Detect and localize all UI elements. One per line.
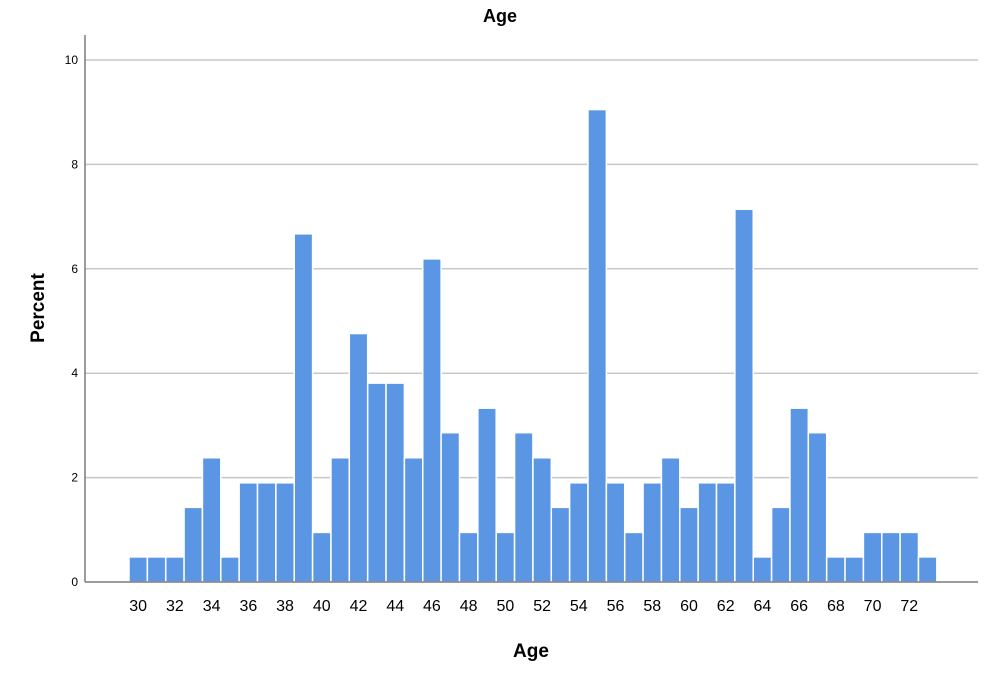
x-tick-label: 62 xyxy=(717,598,735,615)
x-tick-labels: 30 32 34 36 38 40 42 44 46 48 50 52 54 56 58 60 62 64 66 68… xyxy=(129,598,918,615)
bar-age-73 xyxy=(917,556,938,583)
x-tick-label: 52 xyxy=(533,598,551,615)
x-tick-label: 40 xyxy=(313,598,331,615)
bar-age-62 xyxy=(715,482,736,583)
bar-age-42 xyxy=(348,332,369,583)
bar-age-46 xyxy=(422,258,442,583)
x-tick-label: 60 xyxy=(680,598,698,615)
y-tick-label: 2 xyxy=(71,471,78,485)
bar-age-34 xyxy=(201,457,222,583)
bar-age-51 xyxy=(513,431,534,583)
x-tick-label: 54 xyxy=(570,598,588,615)
x-tick-label: 72 xyxy=(900,598,918,615)
x-tick-label: 64 xyxy=(754,598,772,615)
bar-age-31 xyxy=(146,556,167,583)
bar-age-47 xyxy=(440,431,461,583)
x-tick-label: 38 xyxy=(276,598,294,615)
bar-age-36 xyxy=(238,482,259,583)
y-tick-labels: 0 2 4 6 8 10 xyxy=(65,53,79,589)
bar-age-54 xyxy=(568,482,589,583)
x-tick-label: 56 xyxy=(607,598,625,615)
x-tick-label: 36 xyxy=(239,598,257,615)
bar-age-65 xyxy=(770,506,791,583)
bar-age-53 xyxy=(550,506,571,583)
bar-age-69 xyxy=(844,556,865,583)
x-tick-label: 32 xyxy=(166,598,184,615)
y-tick-label: 4 xyxy=(71,366,78,380)
y-tick-label: 0 xyxy=(71,575,78,589)
x-tick-label: 58 xyxy=(643,598,661,615)
bar-age-58 xyxy=(642,482,663,583)
bar-age-60 xyxy=(679,506,699,583)
bar-age-61 xyxy=(697,482,718,583)
bars xyxy=(128,108,938,583)
bar-age-63 xyxy=(734,208,754,583)
bar-age-55 xyxy=(587,108,608,583)
x-axis-label: Age xyxy=(513,641,549,662)
y-tick-label: 6 xyxy=(71,262,78,276)
bar-age-49 xyxy=(477,407,497,583)
x-tick-label: 46 xyxy=(423,598,441,615)
bar-age-64 xyxy=(752,556,773,583)
axes xyxy=(84,35,978,583)
bar-age-57 xyxy=(623,531,644,583)
bar-age-33 xyxy=(183,506,204,583)
bar-age-52 xyxy=(532,457,553,583)
bar-age-66 xyxy=(789,407,810,583)
bar-age-70 xyxy=(862,531,883,583)
chart-title: Age xyxy=(483,6,517,26)
bar-age-30 xyxy=(128,556,149,583)
grid-lines xyxy=(85,59,978,479)
y-axis-label: Percent xyxy=(28,272,49,342)
bar-age-43 xyxy=(366,382,387,583)
bar-age-50 xyxy=(495,531,516,583)
bar-age-44 xyxy=(385,382,406,583)
x-tick-label: 66 xyxy=(790,598,808,615)
bar-age-48 xyxy=(458,531,479,583)
bar-age-37 xyxy=(256,482,277,583)
bar-age-59 xyxy=(660,457,681,583)
bar-age-72 xyxy=(899,531,920,583)
x-tick-label: 48 xyxy=(460,598,478,615)
y-tick-label: 10 xyxy=(65,53,79,67)
bar-age-38 xyxy=(275,482,295,583)
bar-age-39 xyxy=(293,233,314,583)
x-tick-label: 34 xyxy=(203,598,221,615)
bar-age-45 xyxy=(403,457,424,583)
bar-age-71 xyxy=(881,531,901,583)
bar-age-32 xyxy=(164,556,185,583)
x-tick-label: 30 xyxy=(129,598,147,615)
bar-age-35 xyxy=(220,556,240,583)
y-tick-label: 8 xyxy=(71,157,78,171)
bar-age-40 xyxy=(311,531,332,583)
x-tick-label: 42 xyxy=(350,598,368,615)
bar-age-68 xyxy=(825,556,846,583)
x-tick-label: 70 xyxy=(864,598,882,615)
bar-age-56 xyxy=(605,482,626,583)
bar-age-67 xyxy=(807,431,828,583)
x-tick-label: 50 xyxy=(496,598,514,615)
bar-age-41 xyxy=(330,457,351,583)
x-tick-label: 44 xyxy=(386,598,404,615)
x-tick-label: 68 xyxy=(827,598,845,615)
